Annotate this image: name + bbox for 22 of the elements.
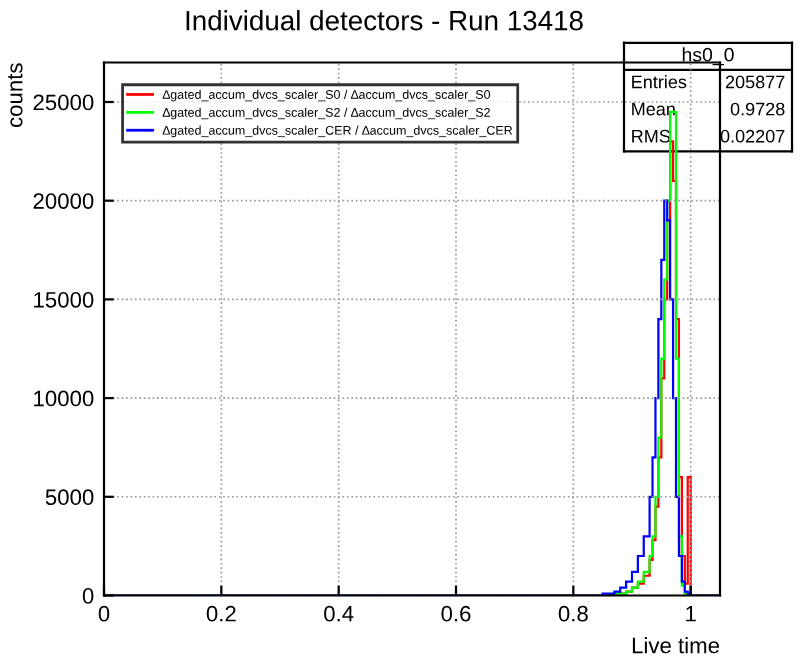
x-tick-label: 1 [686, 606, 696, 622]
text: 0.02207 [720, 129, 785, 143]
y-tick-label: 5000 [45, 489, 94, 506]
chart-title: Individual detectors - Run 13418 [186, 10, 583, 31]
x-axis-title: Live time [632, 637, 720, 654]
y-tick-label: 15000 [34, 291, 94, 308]
x-tick-label: 0 [98, 605, 110, 622]
y-axis-title: counts [7, 63, 23, 128]
y-tick-label: 0 [82, 588, 94, 604]
annotation: Mean [632, 102, 675, 116]
text: 205877 [725, 75, 785, 89]
y-tick-label: 10000 [34, 390, 94, 407]
annotation: RMS [632, 129, 671, 143]
text: 0.9728 [730, 102, 785, 116]
x-tick-label: 0.4 [324, 605, 354, 622]
y-tick-label: 20000 [33, 193, 94, 209]
y-tick-label: 25000 [33, 94, 94, 111]
annotation: hs0_0 [682, 47, 734, 66]
annotation: Entries [632, 75, 687, 89]
x-tick-label: 0.2 [206, 605, 236, 622]
x-tick-label: 0.8 [558, 605, 588, 622]
x-tick-label: 0.6 [441, 605, 471, 622]
